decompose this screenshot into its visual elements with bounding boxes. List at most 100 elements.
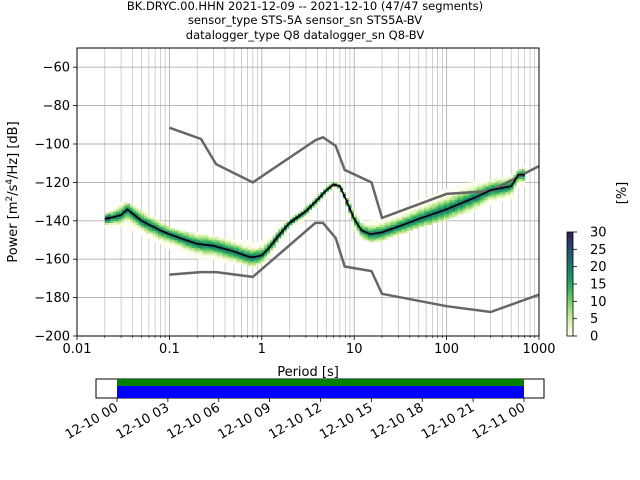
pdf-cell	[454, 190, 458, 193]
pdf-cell	[502, 199, 506, 202]
pdf-cell	[185, 234, 190, 237]
pdf-cell	[155, 222, 159, 225]
pdf-cell	[407, 228, 411, 231]
pdf-cell	[255, 251, 260, 254]
pdf-cell	[440, 201, 444, 204]
pdf-cell	[435, 209, 439, 212]
pdf-cell	[446, 203, 450, 206]
pdf-cell	[253, 263, 257, 266]
pdf-cell	[457, 190, 461, 193]
pdf-cell	[261, 251, 265, 254]
pdf-cell	[370, 224, 374, 227]
pdf-cell	[429, 216, 433, 220]
pdf-cell	[258, 261, 262, 264]
pdf-cell	[449, 216, 453, 220]
pdf-cell	[463, 209, 467, 212]
pdf-cell	[149, 215, 153, 218]
title-line-2: sensor_type STS-5A sensor_sn STS5A-BV	[188, 13, 422, 27]
pdf-cell	[174, 232, 178, 235]
pdf-cell	[521, 174, 526, 177]
pdf-cell	[449, 201, 453, 204]
pdf-cell	[493, 190, 498, 193]
pdf-cell	[443, 195, 447, 199]
pdf-cell	[121, 205, 125, 208]
pdf-cell	[474, 197, 478, 200]
pdf-cell	[429, 201, 433, 204]
pdf-cell	[124, 218, 128, 222]
pdf-cell	[479, 180, 484, 183]
pdf-cell	[199, 245, 204, 248]
pdf-cell	[146, 216, 151, 220]
pdf-cell	[149, 222, 153, 225]
pdf-cell	[379, 232, 383, 235]
pdf-cell	[149, 226, 153, 229]
pdf-cell	[205, 249, 209, 252]
pdf-cell	[141, 224, 145, 227]
pdf-cell	[104, 215, 109, 218]
pdf-cell	[376, 224, 380, 227]
pdf-cell	[255, 261, 260, 264]
pdf-cell	[407, 218, 411, 222]
pdf-cell	[180, 247, 184, 250]
pdf-cell	[317, 199, 321, 202]
pdf-cell	[244, 249, 248, 252]
pdf-cell	[521, 170, 526, 174]
y-axis-label: Power [m2/s4/Hz] [dB]	[5, 121, 21, 262]
colorbar-tick-label: 15	[590, 278, 607, 293]
pdf-cell	[370, 226, 374, 229]
pdf-cell	[118, 201, 123, 204]
pdf-cell	[116, 213, 120, 216]
pdf-cell	[146, 228, 151, 231]
pdf-cell	[211, 249, 215, 252]
pdf-cell	[367, 220, 372, 224]
pdf-cell	[255, 247, 260, 250]
pdf-cell	[233, 253, 237, 256]
pdf-cell	[236, 243, 240, 247]
pdf-cell	[292, 220, 296, 224]
pdf-cell	[468, 188, 472, 191]
pdf-cell	[211, 236, 215, 239]
pdf-cell	[362, 226, 366, 229]
pdf-cell	[426, 201, 430, 204]
pdf-cell	[356, 230, 360, 233]
pdf-cell	[457, 207, 461, 210]
pdf-cell	[130, 209, 134, 212]
pdf-cell	[465, 184, 470, 187]
pdf-cell	[244, 251, 248, 254]
pdf-cell	[230, 259, 234, 262]
pdf-cell	[306, 213, 310, 216]
pdf-cell	[163, 243, 167, 247]
pdf-cell	[185, 253, 190, 256]
pdf-cell	[409, 218, 414, 222]
pdf-cell	[138, 215, 142, 218]
pdf-cell	[451, 215, 456, 218]
pdf-cell	[429, 207, 433, 210]
pdf-cell	[135, 228, 139, 231]
pdf-cell	[130, 228, 134, 231]
pdf-cell	[202, 245, 206, 248]
pdf-cell	[110, 224, 114, 227]
pdf-cell	[306, 211, 310, 214]
pdf-cell	[191, 238, 195, 241]
pdf-cell	[118, 215, 123, 218]
pdf-cell	[401, 224, 405, 227]
pdf-cell	[255, 257, 260, 260]
pdf-cell	[180, 249, 184, 252]
pdf-cell	[513, 184, 517, 187]
pdf-cell	[351, 222, 355, 225]
pdf-cell	[356, 215, 360, 218]
pdf-cell	[348, 213, 352, 216]
pdf-cell	[227, 253, 232, 256]
pdf-cell	[163, 228, 167, 231]
pdf-cell	[460, 207, 464, 210]
pdf-cell	[135, 226, 139, 229]
pdf-cell	[225, 257, 229, 260]
pdf-cell	[426, 203, 430, 206]
pdf-cell	[367, 240, 372, 243]
x-tick-label: 1	[258, 342, 266, 357]
pdf-cell	[449, 205, 453, 208]
pdf-cell	[370, 238, 374, 241]
pdf-cell	[135, 207, 139, 210]
pdf-cell	[239, 245, 243, 248]
pdf-cell	[121, 207, 125, 210]
